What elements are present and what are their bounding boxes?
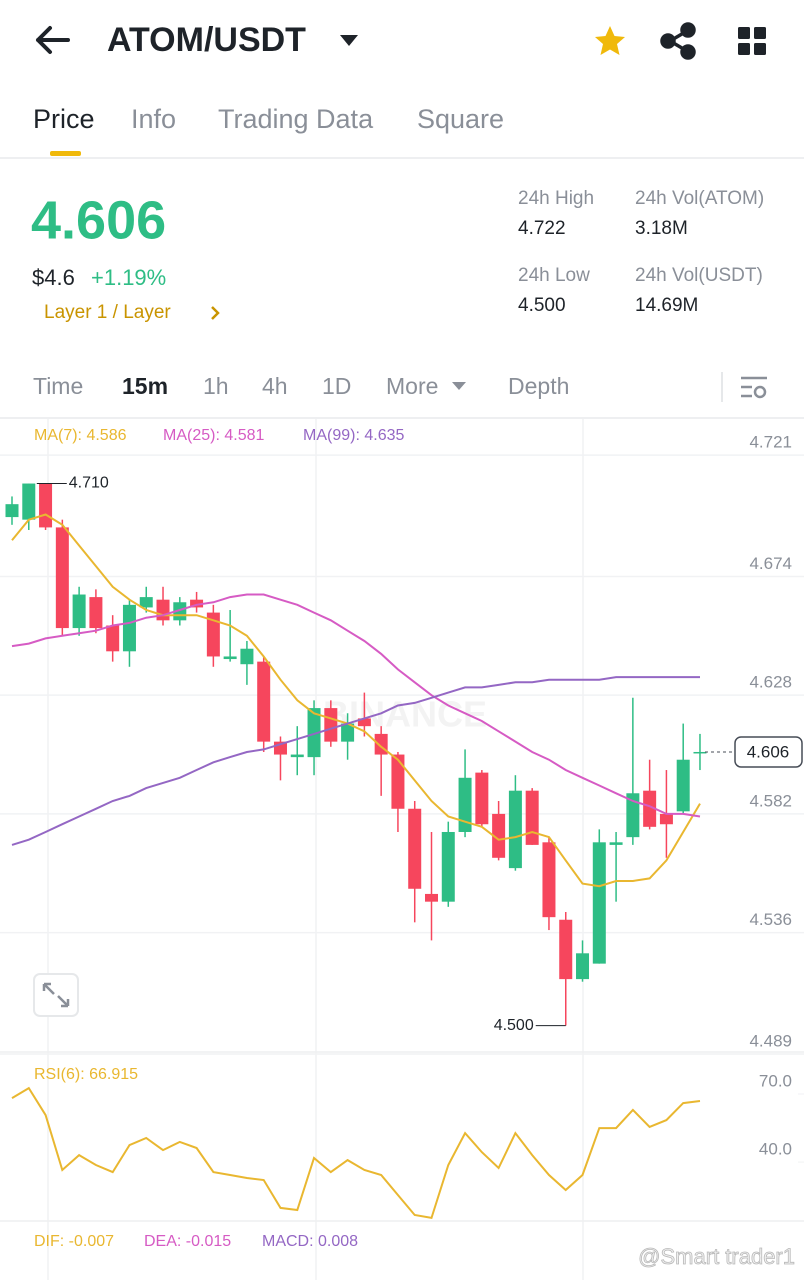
fullscreen-button[interactable]: [33, 973, 79, 1017]
macd-legend: MACD: 0.008: [262, 1233, 358, 1250]
candle-body: [122, 604, 136, 652]
candle-body: [475, 772, 489, 825]
price-axis-label: 4.721: [749, 433, 792, 452]
candle-body: [290, 754, 304, 758]
candle-body: [559, 919, 573, 980]
stat-label: 24h Low: [518, 265, 590, 286]
tab[interactable]: Trading Data: [218, 104, 374, 134]
stat-value: 3.18M: [635, 218, 688, 239]
rsi-legend: RSI(6): 66.915: [34, 1066, 138, 1083]
stat-value: 14.69M: [635, 295, 698, 316]
price-change: +1.19%: [91, 265, 166, 290]
candle-body: [609, 842, 623, 845]
candle-body: [39, 483, 53, 528]
grid-menu[interactable]: [738, 27, 766, 55]
candle-body: [626, 793, 640, 838]
tag-chevron[interactable]: [211, 306, 220, 320]
candle-body: [676, 759, 690, 812]
price-axis-label: 4.536: [749, 910, 792, 929]
interval-option[interactable]: 1h: [203, 373, 229, 399]
pair-title[interactable]: ATOM/USDT: [107, 21, 306, 59]
candle-body: [525, 790, 539, 845]
tab-indicator: [50, 151, 81, 156]
candle-body: [458, 777, 472, 832]
moving-average-line: [11, 676, 700, 846]
candle-body: [576, 953, 590, 980]
candle-body: [391, 754, 405, 809]
price-axis-label: 4.628: [749, 673, 792, 692]
candle-body: [89, 597, 103, 629]
moving-average-line: [11, 593, 701, 818]
candle-body: [592, 842, 606, 964]
stat-label: 24h Vol(ATOM): [635, 188, 764, 209]
macd-legend: DEA: -0.015: [144, 1233, 231, 1250]
tab[interactable]: Square: [417, 104, 504, 134]
last-price-box: [734, 736, 803, 768]
candle-body: [22, 483, 36, 520]
candle-body: [324, 708, 338, 742]
candle-body: [341, 723, 355, 742]
candle-body: [206, 612, 220, 657]
legend-entry: MA(99): 4.635: [303, 427, 404, 444]
candle-body: [643, 790, 657, 827]
candle-body: [693, 751, 707, 754]
candle-body: [441, 831, 455, 902]
candle-body: [357, 718, 371, 727]
last-price-label: 4.606: [747, 742, 790, 761]
candle-body: [223, 656, 237, 660]
interval-option[interactable]: More: [386, 373, 438, 399]
stat-value: 4.500: [518, 295, 566, 316]
candle-body: [307, 708, 321, 758]
price-axis-label: 4.582: [749, 791, 792, 810]
more-dropdown-icon[interactable]: [452, 382, 466, 390]
interval-option[interactable]: Time: [33, 373, 83, 399]
dropdown-icon[interactable]: [340, 35, 358, 46]
interval-option[interactable]: Depth: [508, 373, 569, 399]
stat-label: 24h High: [518, 188, 594, 209]
candle-body: [257, 661, 271, 742]
price-axis-label: 4.674: [749, 554, 792, 573]
tab[interactable]: Price: [33, 104, 95, 134]
last-price: 4.606: [31, 190, 166, 250]
candle-body: [659, 813, 673, 825]
candle-body: [5, 504, 19, 518]
candle-body: [408, 808, 422, 889]
macd-legend: DIF: -0.007: [34, 1233, 114, 1250]
candle-body: [139, 597, 153, 608]
candle-body: [508, 790, 522, 869]
candle-body: [72, 594, 86, 629]
interval-option[interactable]: 1D: [322, 373, 351, 399]
candle-body: [425, 893, 438, 902]
candle-body: [106, 625, 120, 652]
legend-entry: MA(7): 4.586: [34, 427, 127, 444]
stat-label: 24h Vol(USDT): [635, 265, 763, 286]
usd-price: $4.6: [32, 265, 75, 290]
annotation-label: 4.710: [69, 475, 109, 492]
candle-body: [542, 842, 556, 918]
annotation-label: 4.500: [494, 1017, 534, 1034]
candle-body: [240, 648, 254, 665]
interval-option[interactable]: 4h: [262, 373, 288, 399]
price-axis-label: 4.489: [749, 1031, 792, 1050]
interval-option[interactable]: 15m: [122, 373, 168, 399]
rsi-line: [11, 1086, 701, 1220]
share-button[interactable]: [660, 22, 696, 60]
candle-body: [190, 599, 204, 608]
back-button[interactable]: [36, 26, 70, 54]
rsi-axis-label: 40.0: [759, 1140, 792, 1159]
watermark: @Smart trader1: [638, 1244, 795, 1269]
category-tag[interactable]: Layer 1 / Layer: [44, 302, 171, 323]
legend-entry: MA(25): 4.581: [163, 427, 264, 444]
candle-body: [156, 599, 170, 621]
moving-average-line: [11, 513, 701, 888]
favorite-star[interactable]: [595, 26, 625, 55]
stat-value: 4.722: [518, 218, 566, 239]
rsi-axis-label: 70.0: [759, 1072, 792, 1091]
candle-body: [492, 813, 506, 858]
chart-settings[interactable]: [741, 376, 767, 399]
tab[interactable]: Info: [131, 104, 176, 134]
candle-body: [55, 527, 69, 629]
